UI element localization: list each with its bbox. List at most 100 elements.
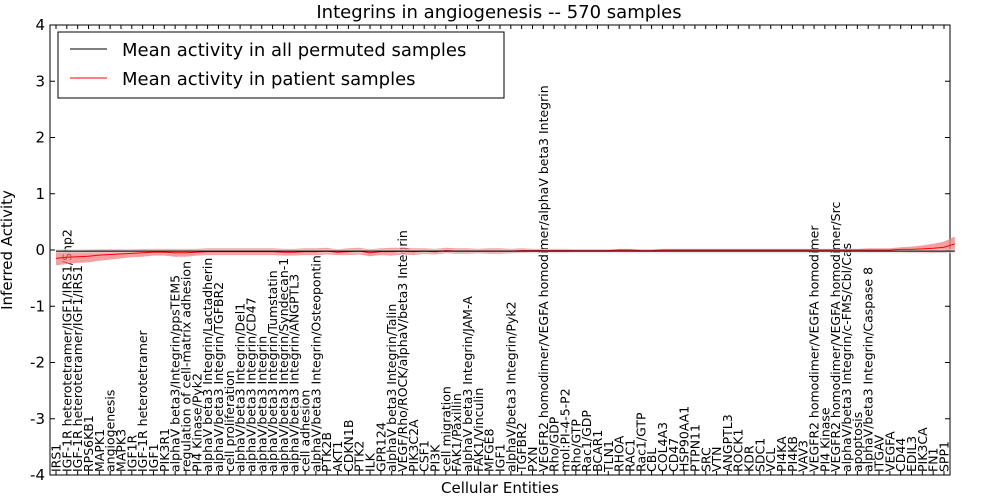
chart-title: Integrins in angiogenesis -- 570 samples [316, 2, 681, 23]
y-tick-label: -2 [30, 354, 45, 372]
x-tick-label: alphaV beta3/Integrin/ppsTEM5 [168, 275, 183, 472]
y-axis: -4 -3 -2 -1 0 1 2 3 4 [30, 16, 950, 484]
y-tick-label: -4 [30, 466, 45, 484]
x-tick-label: Rac1/GDP [579, 410, 594, 472]
x-tick-label: cell migration [438, 386, 453, 472]
x-tick-label: COL4A3 [655, 422, 670, 472]
x-tick-label: RHOA [612, 435, 627, 472]
y-tick-label: -3 [30, 410, 45, 428]
legend-frame [57, 31, 505, 99]
x-tick-label: CDKN1B [341, 420, 356, 472]
x-tick-label: GPR124 [373, 422, 388, 472]
x-tick-label: mol:PI-4-5-P2 [557, 388, 572, 472]
x-tick-label: alphaV/beta3 Integrin/CD47 [243, 297, 258, 472]
x-tick-label: CD44 [893, 438, 908, 472]
x-tick-label: FN1 [926, 448, 941, 473]
x-tick-label: alphaV/beta3 Integrin/Caspase 8 [861, 267, 876, 472]
x-tick-label: ANGPTL3 [720, 414, 735, 472]
x-tick-label: MAPK3 [113, 429, 128, 472]
x-tick-label: ROCK1 [731, 429, 746, 472]
x-tick-label: alphaV/beta3 Integrin/ANGPTL3 [287, 274, 302, 472]
series-layer [55, 236, 955, 266]
x-tick-label: IRS1 [49, 444, 64, 472]
x-tick-label: VAV3 [796, 440, 811, 472]
x-tick-label: AKT1 [330, 441, 345, 472]
legend-label-permuted: Mean activity in all permuted samples [122, 40, 466, 61]
x-tick-label: VEGFR2 homodimer/VEGFA homodimer/alphaV … [536, 85, 551, 472]
x-tick-label: alphaV/beta3 Integrin/Del1 [233, 303, 248, 472]
x-tick-label: PTK2B [319, 432, 334, 472]
y-tick-label: 4 [35, 16, 45, 34]
x-tick-label: CD47 [666, 438, 681, 472]
x-tick-label: IGF1 [493, 443, 508, 472]
x-tick-label: Rac1/GTP [633, 412, 648, 472]
x-tick-label: PIK3CA [915, 427, 930, 472]
x-tick-label: Rho/GDP [547, 416, 562, 472]
x-tick-label: MAPK1 [92, 429, 107, 472]
x-tick-label: KDR [742, 445, 757, 472]
x-tick-label: CBL [644, 448, 659, 472]
x-axis-label: Cellular Entities [441, 479, 559, 497]
x-tick-label: apoptosis [850, 412, 865, 472]
x-tick-label: alphaV/beta3 Integrin/Syndecan-1 [276, 258, 291, 472]
x-tick-label: cell adhesion [298, 390, 313, 472]
y-tick-label: 3 [35, 72, 45, 90]
y-tick-label: 1 [35, 185, 45, 203]
x-tick-label: VCL [763, 448, 778, 472]
y-tick-label: 0 [35, 241, 45, 259]
x-tick-label: IGF1 [146, 443, 161, 472]
x-tick-label: PIK3C2A [406, 419, 421, 472]
x-tick-label: alphaV beta3 Integrin/JAM-A [460, 296, 475, 472]
x-tick-label: RPS6KB1 [81, 415, 96, 472]
x-tick-label: SPP1 [937, 441, 952, 472]
x-tick-label: IGF-1R heterotetramer/IGF1/IRS1/Shp2 [59, 229, 74, 472]
x-tick-label: IGF-1R heterotetramer/IGF1/IRS1 [70, 265, 85, 472]
legend: Mean activity in all permuted samples Me… [57, 31, 505, 99]
x-tick-label: alphaV beta3 Integrin/Lactadherin [200, 258, 215, 472]
x-tick-label: PI4KB [785, 436, 800, 472]
x-tick-label: alphaV/beta3 Integrin/Osteopontin [308, 255, 323, 472]
x-tick-label: IGF1R [124, 434, 139, 472]
x-tick-label: PIK3R1 [157, 428, 172, 472]
x-tick-label: Rho/GTP [568, 419, 583, 472]
x-tick-label: TGFBR2 [514, 422, 529, 473]
x-tick-label: PXN [525, 447, 540, 472]
x-tick-label: TLN1 [601, 440, 616, 473]
y-tick-label: -1 [30, 297, 45, 315]
x-tick-label: PTK2 [352, 441, 367, 472]
x-tick-label: ITGAV [872, 434, 887, 472]
legend-label-patient: Mean activity in patient samples [122, 69, 416, 90]
x-tick-label: PI3K [428, 444, 443, 472]
x-tick-label: VEGFA [882, 431, 897, 472]
x-tick-label: angiogenesis [103, 390, 118, 472]
x-tick-label: regulation of cell-matrix adhesion [178, 261, 193, 472]
y-tick-label: 2 [35, 129, 45, 147]
x-tick-label: SDC1 [752, 438, 767, 472]
x-tick-label: VTN [709, 446, 724, 472]
x-tick-label: EDIL3 [904, 436, 919, 472]
x-tick-label: BCAR1 [590, 430, 605, 472]
x-tick-label: PTPN11 [687, 424, 702, 472]
x-tick-label: IGF-1R heterotetramer [135, 329, 150, 472]
x-tick-label: alphaV/beta3 Integrin/Pyk2 [503, 301, 518, 472]
x-tick-label: MFGE8 [482, 428, 497, 472]
y-axis-label: Inferred Activity [0, 190, 16, 310]
x-tick-label: alphaV/beta3 Integrin/Tumstatin [265, 270, 280, 472]
x-tick-label: alphaV/beta3 Integrin/TGFBR2 [211, 282, 226, 472]
x-tick-label: PI4 Kinase/Pyk2 [189, 373, 204, 472]
x-tick-label: FAK1/Paxillin [449, 393, 464, 472]
x-tick-label: VEGF/Rho/ROCK/alphaV/beta3 Integrin [395, 230, 410, 472]
x-tick-label: FAK1/Vinculin [471, 388, 486, 472]
x-tick-label: PI4KA [774, 436, 789, 472]
x-tick-label: alphaV/beta3 Integrin [254, 336, 269, 472]
x-tick-label: cell proliferation [222, 370, 237, 472]
x-tick-label: PI4 Kinase [817, 407, 832, 472]
x-tick-label: HSP90AA1 [677, 406, 692, 472]
x-tick-label: VEGFR2 homodimer/VEGFA homodimer/Src [828, 202, 843, 472]
x-tick-label: SRC [698, 447, 713, 472]
x-tick-label: CSF1 [417, 440, 432, 472]
x-tick-label: VEGFR2 homodimer/VEGFA homodimer [807, 225, 822, 472]
x-tick-label: RAC1 [622, 439, 637, 472]
